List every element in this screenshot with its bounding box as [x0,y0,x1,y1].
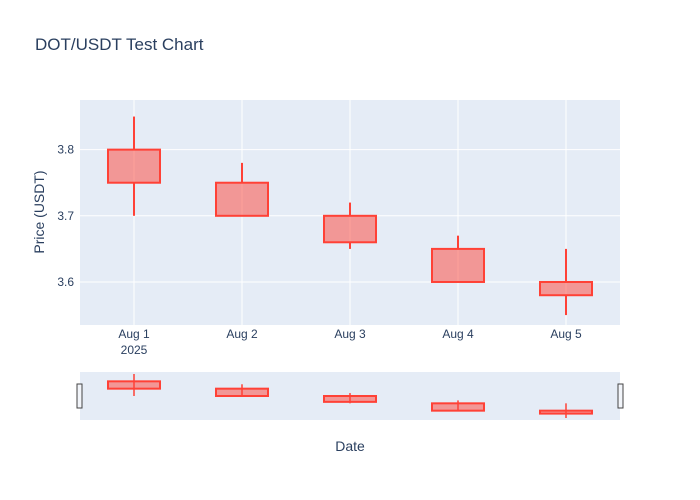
range-slider-left-handle[interactable] [76,383,83,409]
slider-candle-body [323,395,377,403]
slider-candle-body [539,409,593,415]
slider-candle-body [107,380,161,390]
y-axis-title: Price (USDT) [31,170,47,253]
slider-candle-body [431,402,485,412]
x-axis-ticks: Aug 1 Aug 2 Aug 3 Aug 4 Aug 5 2025 [118,327,582,357]
x-tick-label: Aug 2 [226,327,258,341]
candle-body [107,148,161,184]
candle-body [431,247,485,283]
y-tick-label: 3.7 [57,209,74,223]
chart-title: DOT/USDT Test Chart [35,35,204,54]
x-year-label: 2025 [121,343,148,357]
slider-candle-body [215,387,269,397]
y-tick-label: 3.6 [57,275,74,289]
x-tick-label: Aug 4 [442,327,474,341]
candle-body [215,181,269,217]
x-tick-label: Aug 5 [550,327,582,341]
range-slider-right-handle[interactable] [617,383,624,409]
candle-body [539,280,593,297]
x-axis-title: Date [335,438,365,454]
x-tick-label: Aug 1 [118,327,150,341]
x-tick-label: Aug 3 [334,327,366,341]
range-slider-candles [107,374,593,418]
y-tick-label: 3.8 [57,143,74,157]
y-axis-ticks: 3.6 3.7 3.8 [57,143,74,289]
candle-body [323,214,377,244]
candles [107,116,593,316]
